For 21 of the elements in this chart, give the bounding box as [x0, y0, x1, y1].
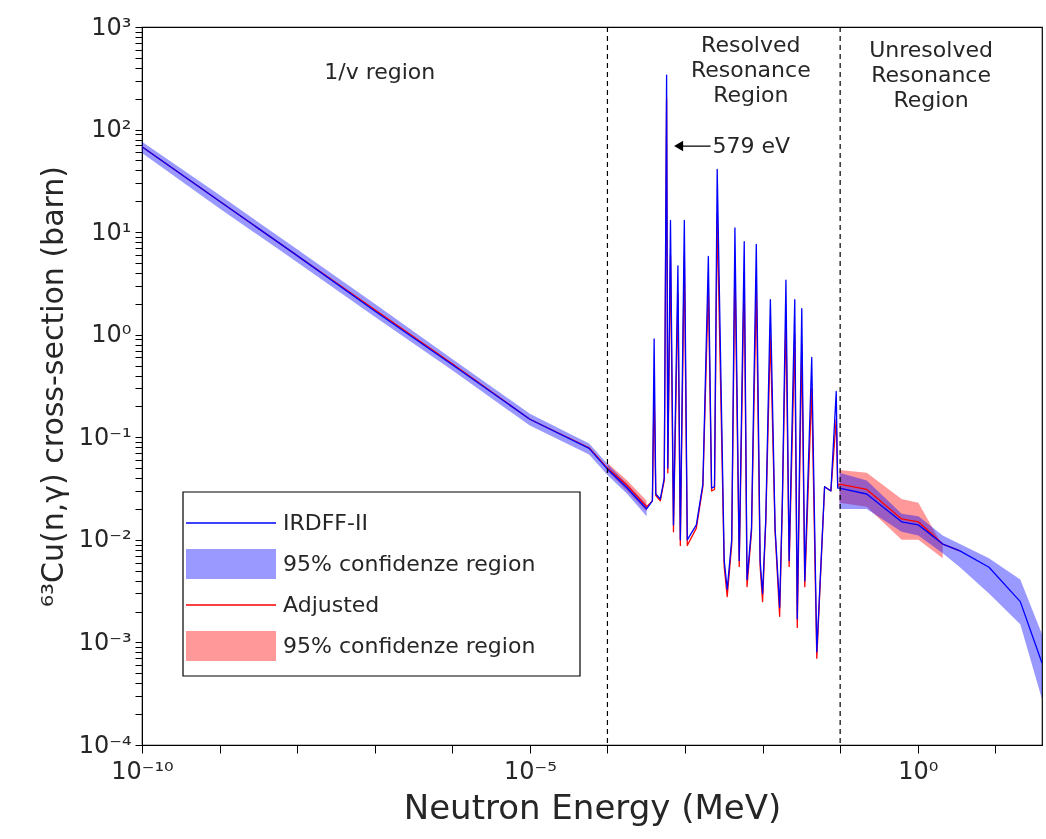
x-tick-label: 10⁰: [898, 756, 939, 785]
annotation: 95% confidenze region: [283, 633, 536, 658]
annotation: 1/v region: [324, 59, 436, 84]
y-tick-label: 10³: [91, 12, 132, 41]
y-tick-label: 10⁻²: [78, 525, 132, 554]
y-tick-label: 10⁰: [91, 320, 132, 349]
annotation: 95% confidenze region: [283, 551, 536, 576]
annotation: 579 eV: [712, 133, 791, 159]
x-axis-title: Neutron Energy (MeV): [403, 786, 782, 827]
annotation: Resolved Resonance Region: [690, 32, 811, 107]
y-tick-label: 10⁻¹: [78, 422, 132, 451]
x-tick-label: 10⁻¹⁰: [111, 756, 174, 785]
legend-label: IRDFF-II: [283, 510, 368, 535]
x-tick-label: 10⁻⁵: [503, 756, 557, 785]
y-tick-label: 10⁻⁴: [78, 730, 132, 759]
y-tick-label: 10²: [91, 115, 132, 144]
legend-label: Adjusted: [283, 592, 380, 617]
annotation: Unresolved Resonance Region: [869, 37, 993, 112]
y-tick-label: 10⁻³: [78, 627, 132, 656]
y-axis-title: ⁶³Cu(n,γ) cross-section (barn): [34, 165, 70, 608]
y-tick-label: 10¹: [91, 217, 132, 246]
